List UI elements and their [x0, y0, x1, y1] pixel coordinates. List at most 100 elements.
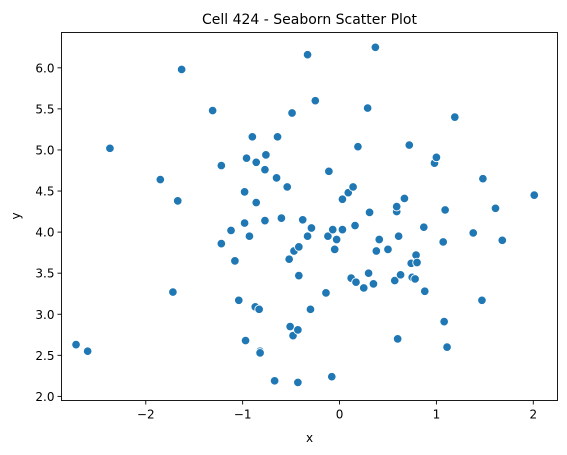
scatter-point: [412, 257, 422, 268]
scatter-point: [393, 231, 404, 241]
scatter-point: [285, 321, 295, 332]
scatter-point: [364, 207, 375, 218]
y-tick-label: 3.0: [35, 308, 54, 322]
scatter-point: [440, 205, 450, 215]
scatter-point: [371, 246, 382, 256]
scatter-point: [438, 237, 448, 247]
scatter-point: [239, 187, 250, 197]
scatter-point: [490, 203, 501, 214]
scatter-point: [323, 231, 333, 241]
scatter-point: [529, 190, 540, 200]
scatter-point: [168, 287, 178, 297]
scatter-point: [363, 268, 374, 278]
x-axis-label: x: [306, 431, 313, 445]
y-axis-label: y: [9, 212, 23, 219]
scatter-point: [155, 174, 166, 185]
scatter-point: [282, 182, 292, 192]
scatter-point: [172, 196, 183, 206]
scatter-point: [255, 348, 265, 358]
scatter-point: [390, 275, 400, 286]
y-axis-ticks: 2.0 2.5 3.0 3.5 4.0 4.5 5.0 5.5 6.0: [35, 61, 62, 404]
scatter-point: [269, 376, 280, 386]
scatter-point: [348, 182, 358, 192]
scatter-point: [439, 316, 449, 327]
scatter-point: [395, 270, 406, 280]
scatter-point: [370, 42, 381, 53]
scatter-point: [329, 244, 340, 255]
scatter-point: [251, 197, 261, 208]
scatter-point: [216, 238, 227, 249]
scatter-point: [240, 335, 251, 346]
scatter-point: [359, 283, 369, 293]
scatter-point: [230, 256, 240, 266]
x-tick-label: −1: [234, 408, 252, 422]
y-tick-label: 6.0: [35, 61, 54, 75]
scatter-point: [468, 228, 478, 238]
y-tick-label: 2.5: [35, 349, 54, 363]
scatter-point: [477, 295, 487, 306]
scatter-point: [391, 201, 402, 212]
scatter-point: [327, 371, 337, 382]
x-tick-label: 2: [529, 408, 537, 422]
scatter-point: [383, 244, 393, 255]
scatter-point: [82, 346, 93, 356]
y-tick-label: 2.0: [35, 390, 54, 404]
scatter-point: [374, 234, 385, 245]
x-axis-ticks: −2 −1 0 1 2: [137, 400, 537, 422]
scatter-point: [105, 143, 115, 154]
scatter-point: [497, 235, 508, 246]
scatter-point: [337, 224, 348, 235]
scatter-point: [294, 270, 304, 281]
scatter-point: [350, 220, 360, 231]
scatter-point: [310, 95, 321, 106]
scatter-point: [478, 173, 488, 184]
chart-title: Cell 424 - Seaborn Scatter Plot: [202, 12, 418, 28]
scatter-point: [251, 157, 261, 168]
scatter-point: [368, 279, 379, 289]
scatter-point: [351, 277, 361, 287]
scatter-point: [294, 242, 304, 252]
scatter-point: [337, 194, 348, 204]
scatter-point: [306, 223, 317, 233]
scatter-point: [272, 132, 283, 142]
scatter-point: [287, 108, 297, 118]
scatter-point: [297, 215, 308, 225]
scatter-point: [450, 112, 460, 122]
points-layer: [71, 42, 540, 388]
scatter-point: [420, 286, 430, 297]
y-tick-label: 4.0: [35, 226, 54, 240]
scatter-point: [293, 377, 303, 388]
scatter-point: [71, 339, 81, 350]
scatter-point: [321, 288, 331, 298]
scatter-point: [410, 274, 420, 284]
x-tick-label: 0: [336, 408, 344, 422]
scatter-point: [331, 234, 342, 245]
scatter-point: [328, 224, 338, 235]
y-tick-label: 4.5: [35, 185, 54, 199]
x-tick-label: −2: [137, 408, 155, 422]
x-tick-label: 1: [433, 408, 441, 422]
plot-area-frame: [61, 32, 558, 401]
scatter-point: [254, 304, 264, 315]
scatter-point: [260, 215, 270, 226]
scatter-point: [260, 164, 270, 175]
scatter-point: [276, 213, 287, 223]
scatter-point: [293, 325, 303, 335]
scatter-point: [399, 193, 410, 204]
scatter-point: [302, 49, 313, 60]
y-tick-label: 5.0: [35, 143, 54, 157]
scatter-point: [419, 222, 429, 232]
scatter-point: [284, 254, 294, 264]
scatter-point: [305, 304, 316, 315]
scatter-point: [244, 231, 255, 241]
y-tick-label: 5.5: [35, 102, 54, 116]
scatter-point: [207, 105, 218, 116]
scatter-point: [442, 342, 452, 352]
scatter-point: [176, 64, 187, 75]
scatter-point: [353, 141, 363, 152]
scatter-point: [239, 218, 250, 228]
scatter-point: [431, 152, 442, 163]
scatter-point: [247, 132, 258, 142]
scatter-point: [302, 231, 313, 241]
